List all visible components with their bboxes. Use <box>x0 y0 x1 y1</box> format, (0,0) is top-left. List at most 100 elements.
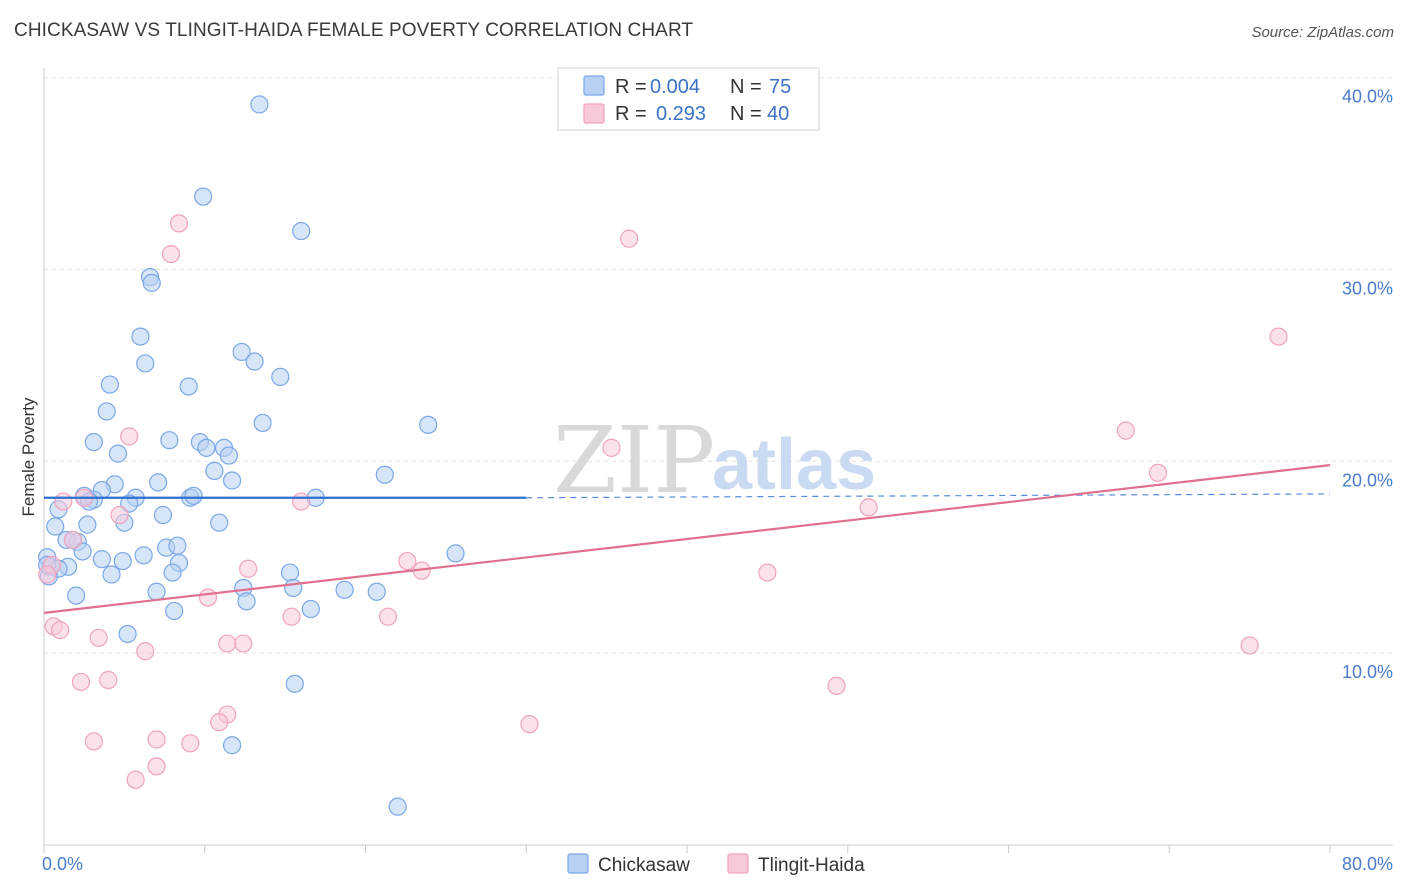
point-chickasaw-33 <box>184 486 203 505</box>
point-tlingit-haida-14 <box>398 551 417 571</box>
point-chickasaw-70 <box>118 624 137 644</box>
watermark-atlas: atlas <box>712 425 876 505</box>
point-chickasaw-26 <box>149 473 168 492</box>
point-chickasaw-66 <box>67 586 86 605</box>
legend-n-value-0: 75 <box>769 76 791 98</box>
point-chickasaw-4 <box>142 273 161 292</box>
point-tlingit-haida-22 <box>378 607 398 626</box>
chart-title: CHICKASAW VS TLINGIT-HAIDA FEMALE POVERT… <box>14 20 694 41</box>
point-chickasaw-58 <box>163 563 182 582</box>
trend-lines <box>43 464 1331 614</box>
point-chickasaw-62 <box>284 578 303 598</box>
point-tlingit-haida-24 <box>50 621 70 640</box>
point-tlingit-haida-0 <box>169 214 189 233</box>
y-axis-label: Female Poverty <box>19 397 38 517</box>
point-tlingit-haida-31 <box>99 670 118 690</box>
legend-n-label-0: N = <box>730 76 762 98</box>
point-chickasaw-12 <box>97 402 116 421</box>
y-tick-label-0: 10.0% <box>1342 662 1393 682</box>
point-chickasaw-24 <box>222 471 242 490</box>
point-chickasaw-71 <box>285 674 304 693</box>
point-chickasaw-20 <box>108 444 128 463</box>
x-tick-label-0: 0.0% <box>42 854 83 874</box>
point-tlingit-haida-39 <box>147 757 166 776</box>
point-chickasaw-11 <box>179 377 198 396</box>
trend-line-tlingit-haida <box>43 464 1331 614</box>
point-chickasaw-0 <box>250 95 269 114</box>
point-tlingit-haida-37 <box>147 730 166 749</box>
watermark-zip: ZIP <box>553 407 715 514</box>
series-legend-swatch-chickasaw <box>567 853 589 874</box>
stats-legend: R = 0.004 N = 75 R = 0.293 N = 40 <box>557 67 820 131</box>
series-legend-swatch-tlingit-haida <box>727 853 749 874</box>
point-tlingit-haida-3 <box>1269 327 1288 346</box>
point-chickasaw-57 <box>280 563 300 582</box>
point-chickasaw-40 <box>210 513 229 532</box>
point-chickasaw-8 <box>136 354 155 373</box>
point-tlingit-haida-6 <box>602 438 621 457</box>
point-tlingit-haida-8 <box>54 492 73 511</box>
series-legend-label-tlingit-haida: Tlingit-Haida <box>758 855 865 876</box>
point-tlingit-haida-20 <box>198 588 218 607</box>
point-tlingit-haida-2 <box>620 229 639 248</box>
point-chickasaw-64 <box>367 582 386 601</box>
point-chickasaw-73 <box>388 797 407 816</box>
point-tlingit-haida-13 <box>63 530 83 550</box>
series-legend-label-chickasaw: Chickasaw <box>598 855 690 876</box>
point-tlingit-haida-21 <box>282 607 301 626</box>
point-tlingit-haida-36 <box>84 732 103 751</box>
point-chickasaw-52 <box>113 551 132 571</box>
point-chickasaw-63 <box>335 580 354 599</box>
point-tlingit-haida-1 <box>161 244 181 264</box>
point-tlingit-haida-19 <box>38 565 57 584</box>
point-tlingit-haida-12 <box>110 505 129 525</box>
point-chickasaw-9 <box>271 367 290 386</box>
point-chickasaw-6 <box>232 342 251 362</box>
point-chickasaw-10 <box>100 375 120 394</box>
source-credit: Source: ZipAtlas.com <box>1251 24 1394 41</box>
point-chickasaw-1 <box>194 187 213 206</box>
y-tick-label-2: 30.0% <box>1342 278 1393 298</box>
point-tlingit-haida-27 <box>234 634 253 653</box>
point-tlingit-haida-25 <box>89 628 108 647</box>
y-tick-labels: 10.0% 20.0% 30.0% 40.0% <box>1342 87 1393 683</box>
x-tick-label-1: 80.0% <box>1342 854 1393 874</box>
point-chickasaw-15 <box>84 433 103 452</box>
point-tlingit-haida-38 <box>181 734 200 753</box>
point-chickasaw-72 <box>222 736 242 755</box>
point-tlingit-haida-34 <box>210 713 229 732</box>
y-tick-label-3: 40.0% <box>1342 87 1393 107</box>
point-tlingit-haida-32 <box>827 676 846 695</box>
point-tlingit-haida-15 <box>239 559 258 578</box>
point-chickasaw-5 <box>131 327 150 346</box>
point-tlingit-haida-4 <box>1116 421 1135 440</box>
point-chickasaw-68 <box>301 599 320 619</box>
legend-r-value-1: 0.293 <box>656 103 706 125</box>
point-chickasaw-46 <box>168 536 187 555</box>
legend-swatch-chickasaw <box>583 75 605 96</box>
point-chickasaw-14 <box>419 415 438 434</box>
point-chickasaw-49 <box>446 544 465 563</box>
point-tlingit-haida-28 <box>136 642 155 661</box>
y-tick-label-1: 20.0% <box>1342 470 1393 490</box>
point-chickasaw-38 <box>78 515 97 534</box>
point-tlingit-haida-10 <box>292 492 311 511</box>
point-tlingit-haida-29 <box>1240 636 1259 655</box>
point-chickasaw-65 <box>147 582 166 601</box>
point-chickasaw-21 <box>219 446 238 465</box>
legend-r-value-0: 0.004 <box>650 76 700 98</box>
point-chickasaw-37 <box>153 505 173 525</box>
point-tlingit-haida-40 <box>126 770 145 789</box>
point-tlingit-haida-26 <box>218 634 237 653</box>
series-legend: Chickasaw Tlingit-Haida <box>567 853 865 876</box>
point-tlingit-haida-11 <box>859 498 878 517</box>
trend-line-chickasaw-extension <box>526 493 1331 499</box>
point-tlingit-haida-7 <box>1148 463 1168 482</box>
x-ticks: 0.0% 80.0% <box>42 845 1393 874</box>
legend-r-label-0: R = <box>615 76 647 98</box>
point-tlingit-haida-30 <box>71 672 91 692</box>
chickasaw-points <box>38 95 465 816</box>
point-chickasaw-23 <box>375 465 394 484</box>
point-chickasaw-48 <box>134 546 153 565</box>
